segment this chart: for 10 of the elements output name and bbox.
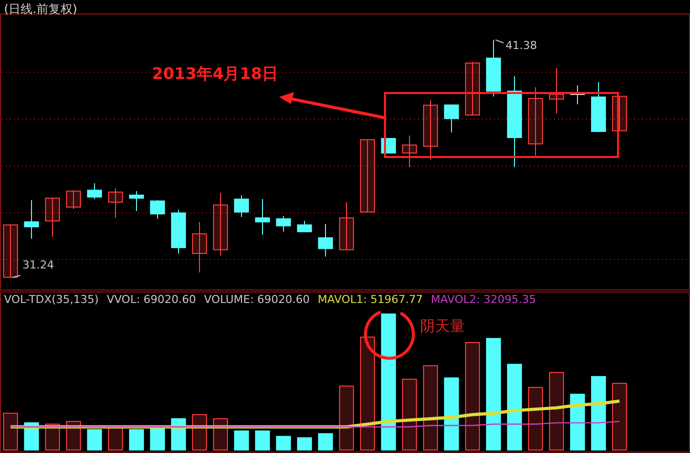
text: MAVOL2: 32095.35: [430, 293, 536, 306]
text: VOL-TDX(35,135): [4, 293, 99, 306]
chart-title: (日线.前复权): [4, 2, 78, 16]
text: MAVOL1: 51967.77: [318, 293, 423, 306]
annotation: 2013年4月18日: [152, 64, 278, 83]
annotation: 阴天量: [420, 317, 465, 335]
text: VVOL: 69020.60: [106, 293, 196, 306]
annotation: 41.38: [506, 38, 537, 52]
text: VOLUME: 69020.60: [204, 293, 310, 306]
annotation: 31.24: [22, 258, 54, 272]
